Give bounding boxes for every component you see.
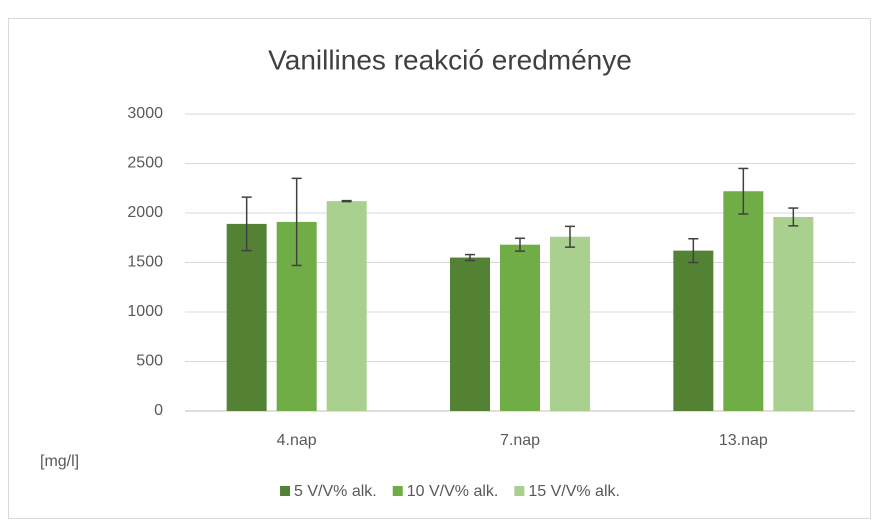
y-tick-label: 2500	[127, 155, 163, 172]
bar	[550, 236, 590, 411]
bar	[500, 244, 540, 411]
y-tick-label: 2000	[127, 204, 163, 221]
error-bar	[565, 225, 575, 248]
y-tick-label: 1500	[127, 254, 163, 271]
y-axis-label: [mg/l]	[40, 453, 79, 470]
legend-label: 10 V/V% alk.	[407, 483, 499, 500]
error-bar	[788, 207, 799, 227]
error-bar	[738, 167, 749, 215]
y-tick-label: 1000	[127, 303, 163, 320]
chart-title: Vanillines reakció eredménye	[268, 44, 632, 75]
bar	[450, 257, 490, 411]
x-tick-label: 7.nap	[500, 432, 540, 449]
bar	[226, 223, 267, 411]
legend-swatch	[280, 486, 291, 496]
x-tick-label: 4.nap	[277, 432, 317, 449]
legend-swatch	[514, 486, 525, 496]
x-tick-label: 13.nap	[719, 432, 768, 449]
y-tick-label: 500	[136, 353, 163, 370]
error-bar	[515, 237, 525, 252]
error-bar	[465, 253, 475, 262]
legend-label: 5 V/V% alk.	[294, 483, 377, 500]
error-bar	[341, 199, 352, 203]
error-bar	[241, 196, 252, 252]
y-tick-label: 3000	[127, 105, 163, 122]
legend-swatch	[392, 486, 403, 496]
error-bar	[291, 177, 302, 267]
bar	[326, 201, 367, 411]
bar	[673, 250, 714, 411]
bar	[773, 216, 814, 411]
y-tick-label: 0	[154, 402, 163, 419]
bar	[723, 191, 764, 411]
legend-label: 15 V/V% alk.	[528, 483, 620, 500]
error-bar	[688, 237, 699, 264]
